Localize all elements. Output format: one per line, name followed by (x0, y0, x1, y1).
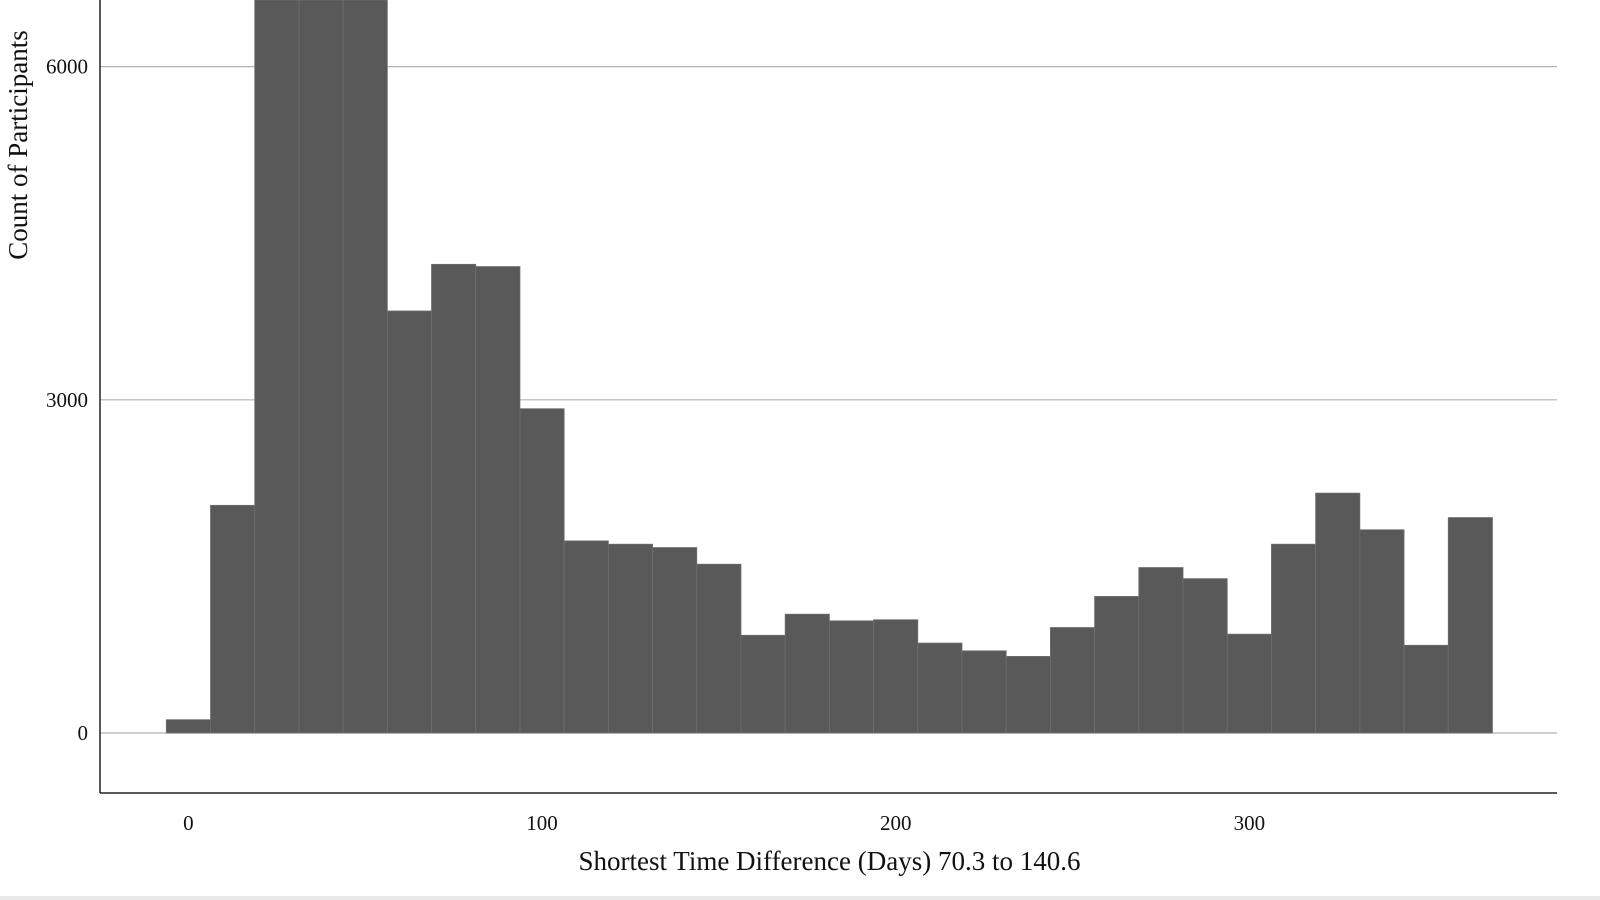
histogram-bar (652, 547, 698, 734)
axes (99, 0, 1557, 794)
y-axis-title: Count of Participants (3, 30, 33, 259)
x-tick-label: 200 (880, 811, 912, 835)
histogram-bar (1271, 543, 1317, 734)
histogram-bar (1226, 633, 1272, 734)
histogram-bar (298, 0, 344, 734)
histogram-bar (254, 0, 300, 734)
histogram-bar (1403, 644, 1449, 734)
histogram-bar (1182, 578, 1228, 734)
histogram-bar (1359, 529, 1405, 734)
x-tick-label: 100 (526, 811, 558, 835)
histogram-bar (475, 266, 521, 734)
histogram-bar (961, 650, 1007, 734)
histogram-bar (917, 642, 963, 734)
histogram-bar (342, 0, 388, 734)
y-tick-label: 6000 (46, 55, 88, 79)
histogram-bar (210, 504, 256, 734)
histogram-bar (873, 619, 919, 734)
histogram-bar (563, 540, 609, 734)
histogram-bar (828, 620, 874, 734)
histogram-bar (1005, 655, 1051, 734)
x-tick-label: 300 (1234, 811, 1266, 835)
histogram-bar (1050, 627, 1096, 734)
histogram-bar (607, 543, 653, 734)
histogram-bar (165, 719, 211, 734)
histogram-bar (1315, 492, 1361, 734)
histogram-bar (1094, 596, 1140, 734)
histogram-bar (1447, 517, 1493, 734)
histogram-bar (386, 310, 432, 734)
window-bottom-edge (0, 896, 1600, 900)
y-tick-label: 0 (78, 721, 89, 745)
x-tick-label: 0 (183, 811, 194, 835)
histogram-bar (784, 613, 830, 734)
histogram-bar (431, 263, 477, 734)
x-axis-title: Shortest Time Difference (Days) 70.3 to … (579, 846, 1081, 876)
histogram-bar (696, 563, 742, 734)
y-tick-label: 3000 (46, 388, 88, 412)
histogram-bars (165, 0, 1493, 734)
histogram-bar (519, 408, 565, 734)
histogram-bar (1138, 567, 1184, 734)
histogram-bar (740, 634, 786, 734)
